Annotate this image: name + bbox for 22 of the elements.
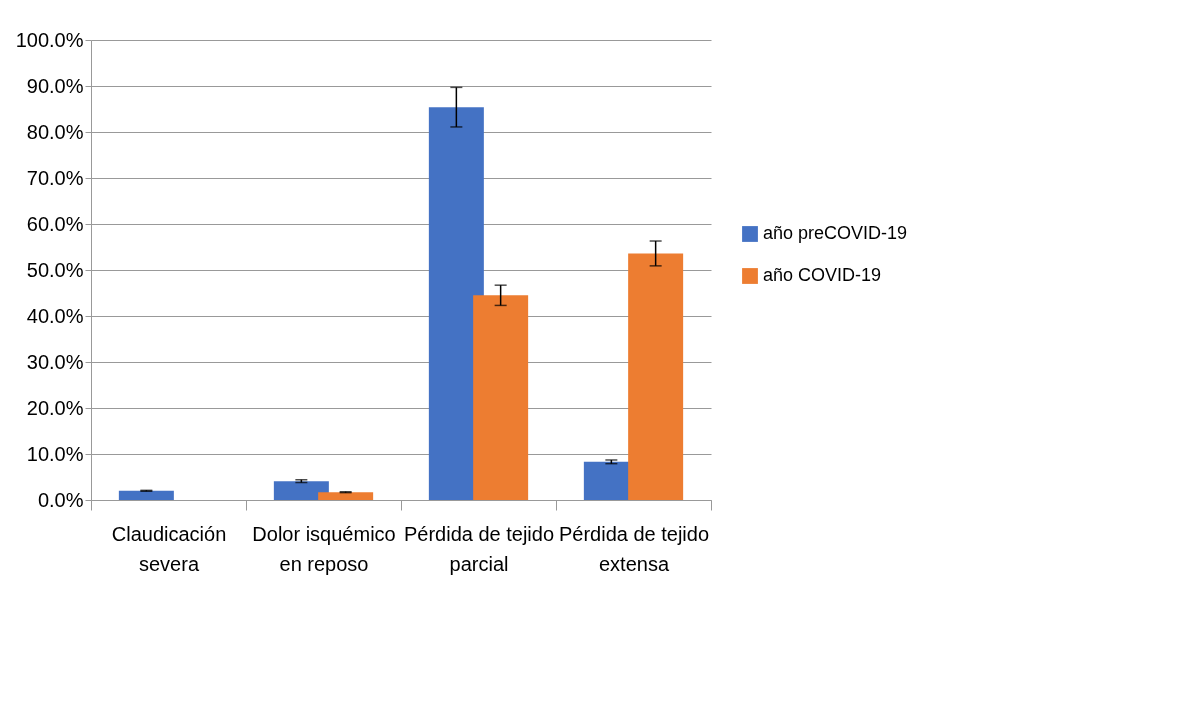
x-tick-label: Pérdida de tejido parcial <box>403 522 555 575</box>
y-tick-label: 30.0% <box>26 350 84 373</box>
bar <box>628 253 684 500</box>
y-tick-label: 40.0% <box>26 304 84 327</box>
y-tick-label: 50.0% <box>26 258 84 281</box>
y-tick-label: 100.0% <box>15 28 84 51</box>
bar <box>318 492 374 500</box>
x-tick-label: Claudicación severa <box>111 522 227 575</box>
bar <box>273 481 329 500</box>
y-tick-label: 10.0% <box>26 442 84 465</box>
bar <box>473 295 529 500</box>
y-tick-label: 70.0% <box>26 166 84 189</box>
legend-label: año COVID-19 <box>763 265 882 285</box>
y-tick-label: 90.0% <box>26 74 84 97</box>
y-tick-label: 60.0% <box>26 212 84 235</box>
y-tick-label: 80.0% <box>26 120 84 143</box>
bar <box>118 490 174 500</box>
y-tick-label: 0.0% <box>37 488 84 511</box>
x-tick-label: Dolor isquémico en reposo <box>252 522 396 575</box>
x-tick-label: Pérdida de tejido extensa <box>558 522 710 575</box>
legend-label: año preCOVID-19 <box>763 223 908 243</box>
y-tick-label: 20.0% <box>26 396 84 419</box>
